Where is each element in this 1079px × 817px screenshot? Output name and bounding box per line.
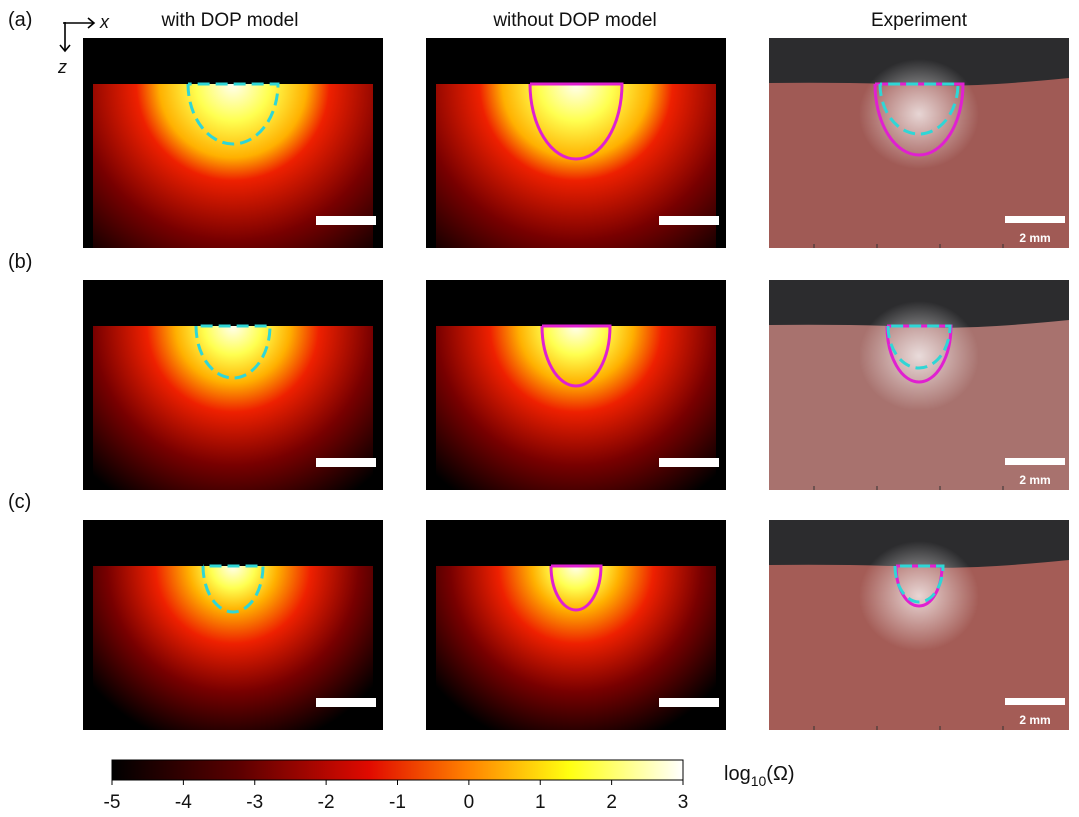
tissue-glow: [859, 541, 979, 651]
row-label: (b): [8, 251, 32, 273]
row-label: (a): [8, 9, 32, 31]
column-title: without DOP model: [492, 10, 656, 31]
figure: x z log10(Ω) with DOP modelwithout DOP m…: [0, 0, 1079, 817]
colorbar-tick-label: 2: [606, 792, 617, 813]
colorbar-tick-label: 1: [535, 792, 546, 813]
colorbar-tick-label: 0: [464, 792, 475, 813]
scale-bar-label: 2 mm: [1019, 713, 1050, 727]
x-axis-label: x: [99, 12, 110, 32]
scale-bar: [1005, 698, 1065, 705]
scale-bar: [659, 698, 719, 707]
scale-bar-label: 2 mm: [1019, 473, 1050, 487]
column-title: Experiment: [871, 10, 968, 31]
scale-bar: [1005, 216, 1065, 223]
colorbar: [112, 760, 683, 780]
z-axis-label: z: [57, 57, 67, 77]
colorbar-label-subscript: 10: [751, 773, 767, 789]
colorbar-label-argument: (Ω): [766, 763, 794, 785]
scale-bar: [659, 216, 719, 225]
colorbar-tick-label: 3: [678, 792, 689, 813]
scale-bar-label: 2 mm: [1019, 231, 1050, 245]
tissue-glow: [859, 301, 979, 411]
row-label: (c): [8, 491, 31, 513]
colorbar-label: log10(Ω): [724, 763, 795, 789]
colorbar-tick-label: -4: [175, 792, 192, 813]
scale-bar: [1005, 458, 1065, 465]
scale-bar: [316, 458, 376, 467]
scale-bar: [316, 698, 376, 707]
tissue-glow: [859, 59, 979, 169]
colorbar-tick-label: -5: [104, 792, 121, 813]
scale-bar: [316, 216, 376, 225]
colorbar-tick-label: -3: [246, 792, 263, 813]
column-title: with DOP model: [161, 10, 299, 31]
colorbar-tick-label: -1: [389, 792, 406, 813]
scale-bar: [659, 458, 719, 467]
colorbar-tick-label: -2: [318, 792, 335, 813]
colorbar-label-main: log: [724, 763, 751, 785]
